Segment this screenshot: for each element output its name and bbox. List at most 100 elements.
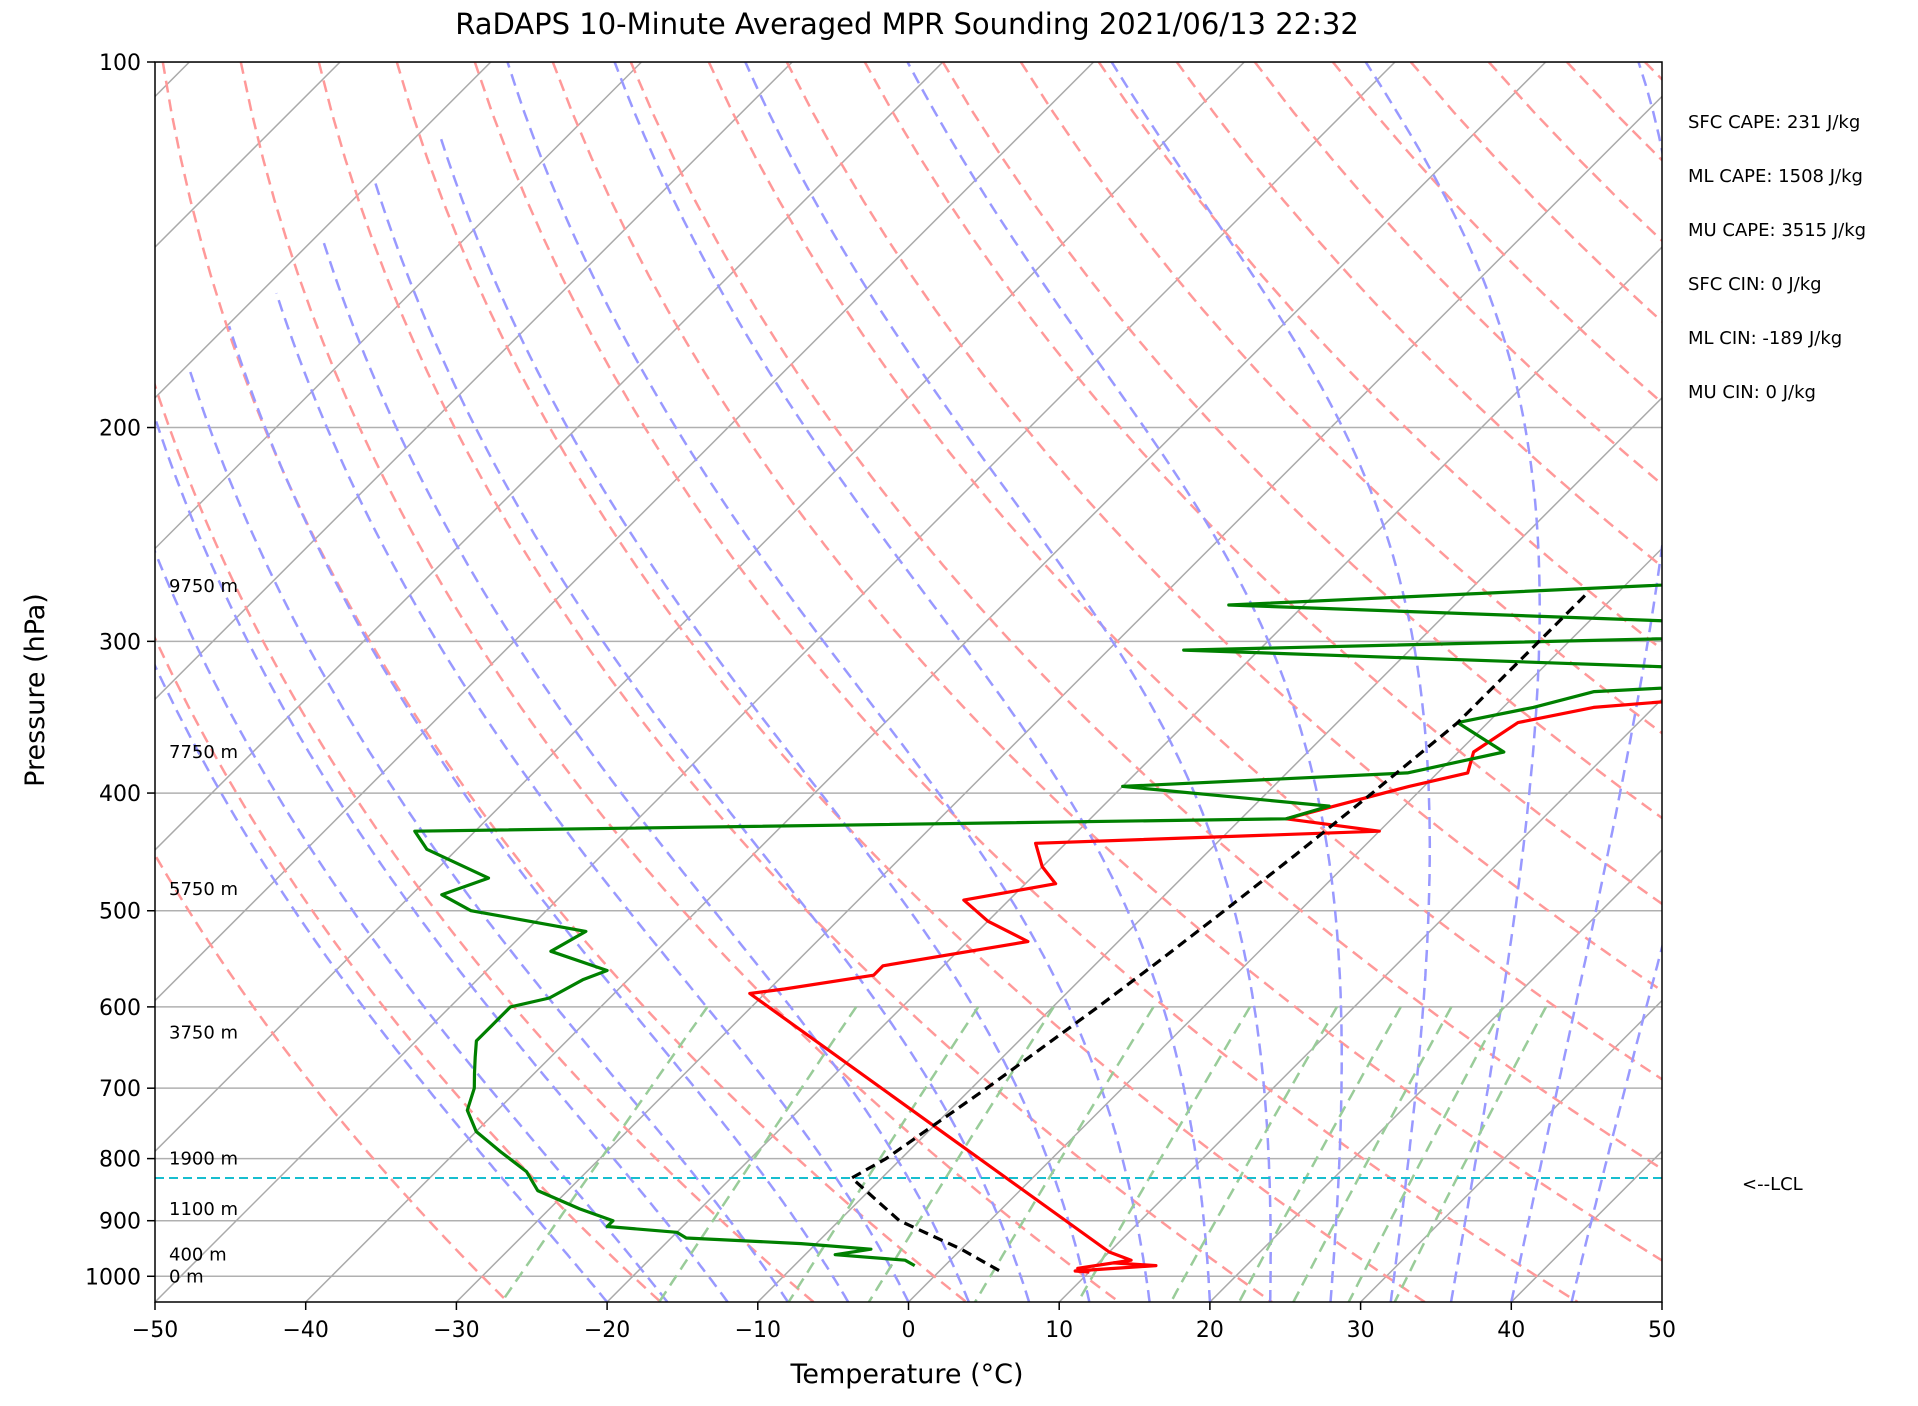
mixing-ratio-line: [787, 1006, 980, 1302]
moist-adiabat-line: [189, 371, 789, 1302]
moist-adiabat-line: [155, 413, 729, 1302]
lcl-label: <--LCL: [1742, 1174, 1803, 1195]
y-tick-label: 700: [99, 1077, 141, 1102]
isotherm-line: [1661, 1300, 1662, 1302]
mixing-ratio-line: [1169, 1006, 1338, 1302]
x-tick-label: 20: [1196, 1318, 1224, 1343]
y-tick-label: 900: [99, 1210, 141, 1235]
isotherm-line: [606, 246, 1662, 1302]
height-label: 3750 m: [169, 1023, 238, 1044]
y-tick-label: 600: [99, 996, 141, 1021]
plot-area: [155, 62, 1918, 1302]
x-tick-label: 10: [1045, 1318, 1073, 1343]
moist-adiabat-line: [275, 292, 910, 1302]
x-tick-label: −40: [282, 1318, 328, 1343]
mixing-ratio-line: [1347, 1006, 1505, 1302]
x-axis: −50 −40 −30 −20 −10 0 10 20 30 40 50: [132, 1302, 1676, 1343]
dry-adiabat-line: [395, 62, 1426, 1302]
height-label: 5750 m: [169, 879, 238, 900]
moist-adiabat-line: [373, 179, 1031, 1302]
stat-line: MU CIN: 0 J/kg: [1688, 382, 1816, 403]
chart-title: RaDAPS 10-Minute Averaged MPR Sounding 2…: [455, 7, 1359, 41]
mixing-ratio-line: [1076, 1006, 1252, 1302]
x-tick-label: −10: [735, 1318, 781, 1343]
dry-adiabat-line: [551, 62, 1662, 1262]
dry-adiabat-line: [1644, 62, 1662, 82]
moist-adiabat-line: [744, 62, 1272, 1302]
dry-adiabat-line: [1409, 62, 1662, 324]
moist-adiabat-line: [1510, 62, 1662, 1302]
x-axis-label: Temperature (°C): [789, 1359, 1023, 1390]
y-tick-label: 800: [99, 1148, 141, 1173]
moist-adiabat-line: [613, 62, 1212, 1302]
isotherm-line: [155, 62, 793, 701]
moist-adiabat-line: [1570, 942, 1662, 1302]
x-tick-label: 0: [902, 1318, 916, 1343]
isotherm-line: [155, 62, 492, 399]
x-tick-label: −50: [132, 1318, 178, 1343]
dry-adiabat-line: [1723, 62, 1918, 1302]
stat-line: SFC CAPE: 231 J/kg: [1688, 112, 1860, 133]
height-label: 9750 m: [169, 576, 238, 597]
isotherm-line: [155, 62, 643, 550]
stat-line: SFC CIN: 0 J/kg: [1688, 274, 1822, 295]
height-label: 0 m: [169, 1266, 204, 1287]
height-label: 400 m: [169, 1245, 227, 1266]
isotherm-line: [1510, 1150, 1662, 1302]
background-lines: [155, 62, 1918, 1302]
dry-adiabat-line: [1175, 62, 1662, 569]
isotherm-line: [155, 62, 1245, 1153]
dry-adiabat-line: [863, 62, 1662, 906]
temperature-profile: [748, 700, 1662, 1274]
y-tick-label: 300: [99, 630, 141, 655]
isotherm-line: [155, 62, 1095, 1002]
height-label: 1900 m: [169, 1149, 238, 1170]
moist-adiabat-line: [906, 62, 1343, 1302]
height-label: 7750 m: [169, 742, 238, 763]
y-tick-label: 1000: [85, 1265, 141, 1290]
mixing-ratio-line: [1292, 1006, 1453, 1302]
x-tick-label: −30: [433, 1318, 479, 1343]
y-tick-label: 100: [99, 51, 141, 76]
grid-layer: [155, 62, 1662, 1302]
moist-adiabat-line: [438, 135, 1091, 1302]
dry-adiabat-line: [1097, 62, 1662, 652]
dry-adiabat-line: [155, 381, 815, 1302]
dry-adiabat-line: [1253, 62, 1662, 486]
moist-adiabat-line: [1364, 62, 1541, 1302]
moist-adiabat-line: [1110, 62, 1432, 1302]
stat-line: MU CAPE: 3515 J/kg: [1688, 220, 1866, 241]
isotherm-line: [305, 62, 1547, 1302]
y-axis-label: Pressure (hPa): [20, 593, 51, 787]
height-label: 1100 m: [169, 1199, 238, 1220]
mixing-ratio-line: [658, 1006, 858, 1302]
y-axis: 100 200 300 400 500 600 700 800 900 1000: [85, 51, 155, 1290]
mixing-ratio-line: [500, 1006, 709, 1302]
dry-adiabat-line: [1487, 62, 1662, 243]
isotherm-line: [757, 396, 1662, 1302]
dry-adiabat-line: [785, 62, 1662, 993]
dry-adiabat-line: [473, 62, 1579, 1302]
parcel-profile: [850, 594, 1587, 1273]
mixing-ratio-line: [867, 1006, 1055, 1302]
mixing-ratio-line: [1393, 1006, 1548, 1302]
x-tick-label: −20: [584, 1318, 630, 1343]
dry-adiabat-line: [707, 62, 1662, 1081]
isotherm-line: [1360, 999, 1662, 1302]
dry-adiabat-line: [155, 852, 509, 1302]
x-tick-label: 50: [1648, 1318, 1676, 1343]
y-tick-label: 200: [99, 417, 141, 442]
isotherm-line: [1209, 848, 1662, 1302]
y-tick-label: 400: [99, 782, 141, 807]
isotherm-line: [1058, 698, 1662, 1302]
dry-adiabat-line: [239, 62, 1120, 1302]
mixing-ratio-line: [974, 1006, 1155, 1302]
profile-layer: [155, 583, 1662, 1274]
dry-adiabat-line: [1565, 62, 1662, 162]
y-tick-label: 500: [99, 900, 141, 925]
stat-line: ML CAPE: 1508 J/kg: [1688, 166, 1863, 187]
isotherm-line: [155, 62, 1396, 1302]
dry-adiabat-line: [941, 62, 1662, 820]
isotherm-line: [155, 62, 944, 851]
